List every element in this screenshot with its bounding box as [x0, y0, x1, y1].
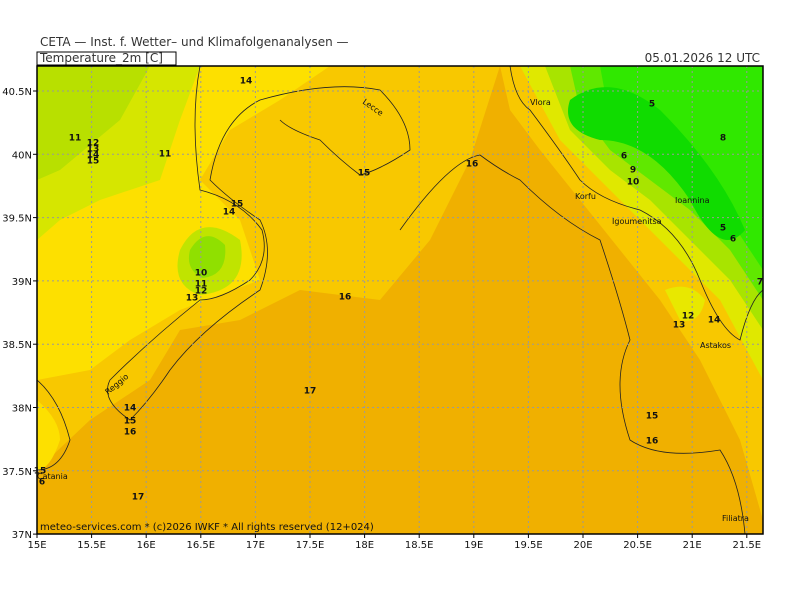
x-tick-label: 20E: [573, 540, 592, 551]
field: Temperature_2m [C]: [39, 51, 163, 65]
y-tick-label: 38.5N: [2, 340, 32, 351]
x-tick-label: 17.5E: [296, 540, 325, 551]
place-label: Filiatra: [722, 514, 749, 523]
contour-label: 11: [159, 150, 172, 160]
x-tick-label: 21E: [683, 540, 702, 551]
contour-label: 13: [87, 145, 100, 155]
place-label: Vlora: [530, 98, 551, 107]
contour-label: 12: [195, 287, 208, 297]
grid: 15E 15.5E 16E 16.5E 17E 17.5E 18E 18.5E 19E 19.5E…: [2, 66, 763, 551]
contour-label: 16: [646, 437, 659, 447]
x-tick-label: 21.5E: [733, 540, 762, 551]
contour-label: 16: [339, 293, 352, 303]
y-tick-label: 40.5N: [2, 87, 32, 98]
contour-label: 16: [466, 160, 479, 170]
contour-label: 15: [646, 412, 659, 422]
place-label: Catania: [37, 472, 68, 481]
place-label: Astakos: [700, 341, 731, 350]
contour-label: 11: [69, 134, 82, 144]
contour-label: 15: [87, 157, 100, 167]
y-tick-label: 37.5N: [2, 467, 32, 478]
fields: [37, 66, 763, 534]
contour-label: 15: [358, 169, 371, 179]
contour-label: 8: [720, 134, 726, 144]
contour-label: 10: [627, 178, 640, 188]
x-tick-label: 17E: [246, 540, 265, 551]
x-tick-label: 18E: [355, 540, 374, 551]
contour-label: 15: [231, 200, 244, 210]
frame: [36, 65, 764, 535]
x-tick-label: 16.5E: [187, 540, 216, 551]
field-box: [36, 51, 177, 66]
contour-label: 17: [304, 387, 317, 397]
contour-label: 7: [757, 278, 763, 288]
contour-label: 6: [621, 152, 627, 162]
x-tick-label: 16E: [137, 540, 156, 551]
contour-label: 5: [649, 100, 655, 110]
x-tick-label: 19E: [464, 540, 483, 551]
x-tick-label: 18.5E: [405, 540, 434, 551]
contour-label: 13: [673, 321, 686, 331]
title: CETA — Inst. f. Wetter– und Klimafolgena…: [40, 35, 349, 49]
contour-label: 14: [223, 208, 236, 218]
date: 05.01.2026 12 UTC: [645, 51, 760, 65]
contour-label: 6: [730, 235, 736, 245]
place-label: Ioannina: [675, 196, 710, 205]
contour-label: 16: [124, 428, 137, 438]
contour-label: 6: [39, 478, 45, 488]
footer: meteo-services.com * (c)2026 IWKF * All …: [40, 522, 374, 533]
y-tick-label: 37N: [12, 530, 32, 541]
x-tick-label: 19.5E: [514, 540, 543, 551]
contour-label: 9: [630, 166, 636, 176]
y-tick-label: 40N: [12, 150, 32, 161]
x-tick-label: 15E: [27, 540, 46, 551]
contour-label: 15: [124, 417, 137, 427]
contour-label: 12: [87, 139, 100, 149]
contour-label: 12: [682, 312, 695, 322]
x-tick-label: 20.5E: [623, 540, 652, 551]
x-tick-label: 15.5E: [77, 540, 106, 551]
contour-label: 14: [124, 404, 137, 414]
place-label: Igoumenitsa: [612, 217, 662, 226]
contour-label: 10: [195, 269, 208, 279]
contour-label: 17: [132, 493, 145, 503]
contour-label: 15: [34, 467, 47, 477]
y-tick-label: 38N: [12, 404, 32, 415]
contour-label: 14: [87, 151, 100, 161]
y-tick-label: 39.5N: [2, 214, 32, 225]
contour-label: 14: [240, 77, 253, 87]
contour-label: 5: [720, 224, 726, 234]
contour-label: 11: [195, 280, 208, 290]
contour-label: 14: [708, 316, 721, 326]
contour-label: 13: [186, 294, 199, 304]
y-tick-label: 39N: [12, 277, 32, 288]
place-label: Korfu: [575, 192, 596, 201]
